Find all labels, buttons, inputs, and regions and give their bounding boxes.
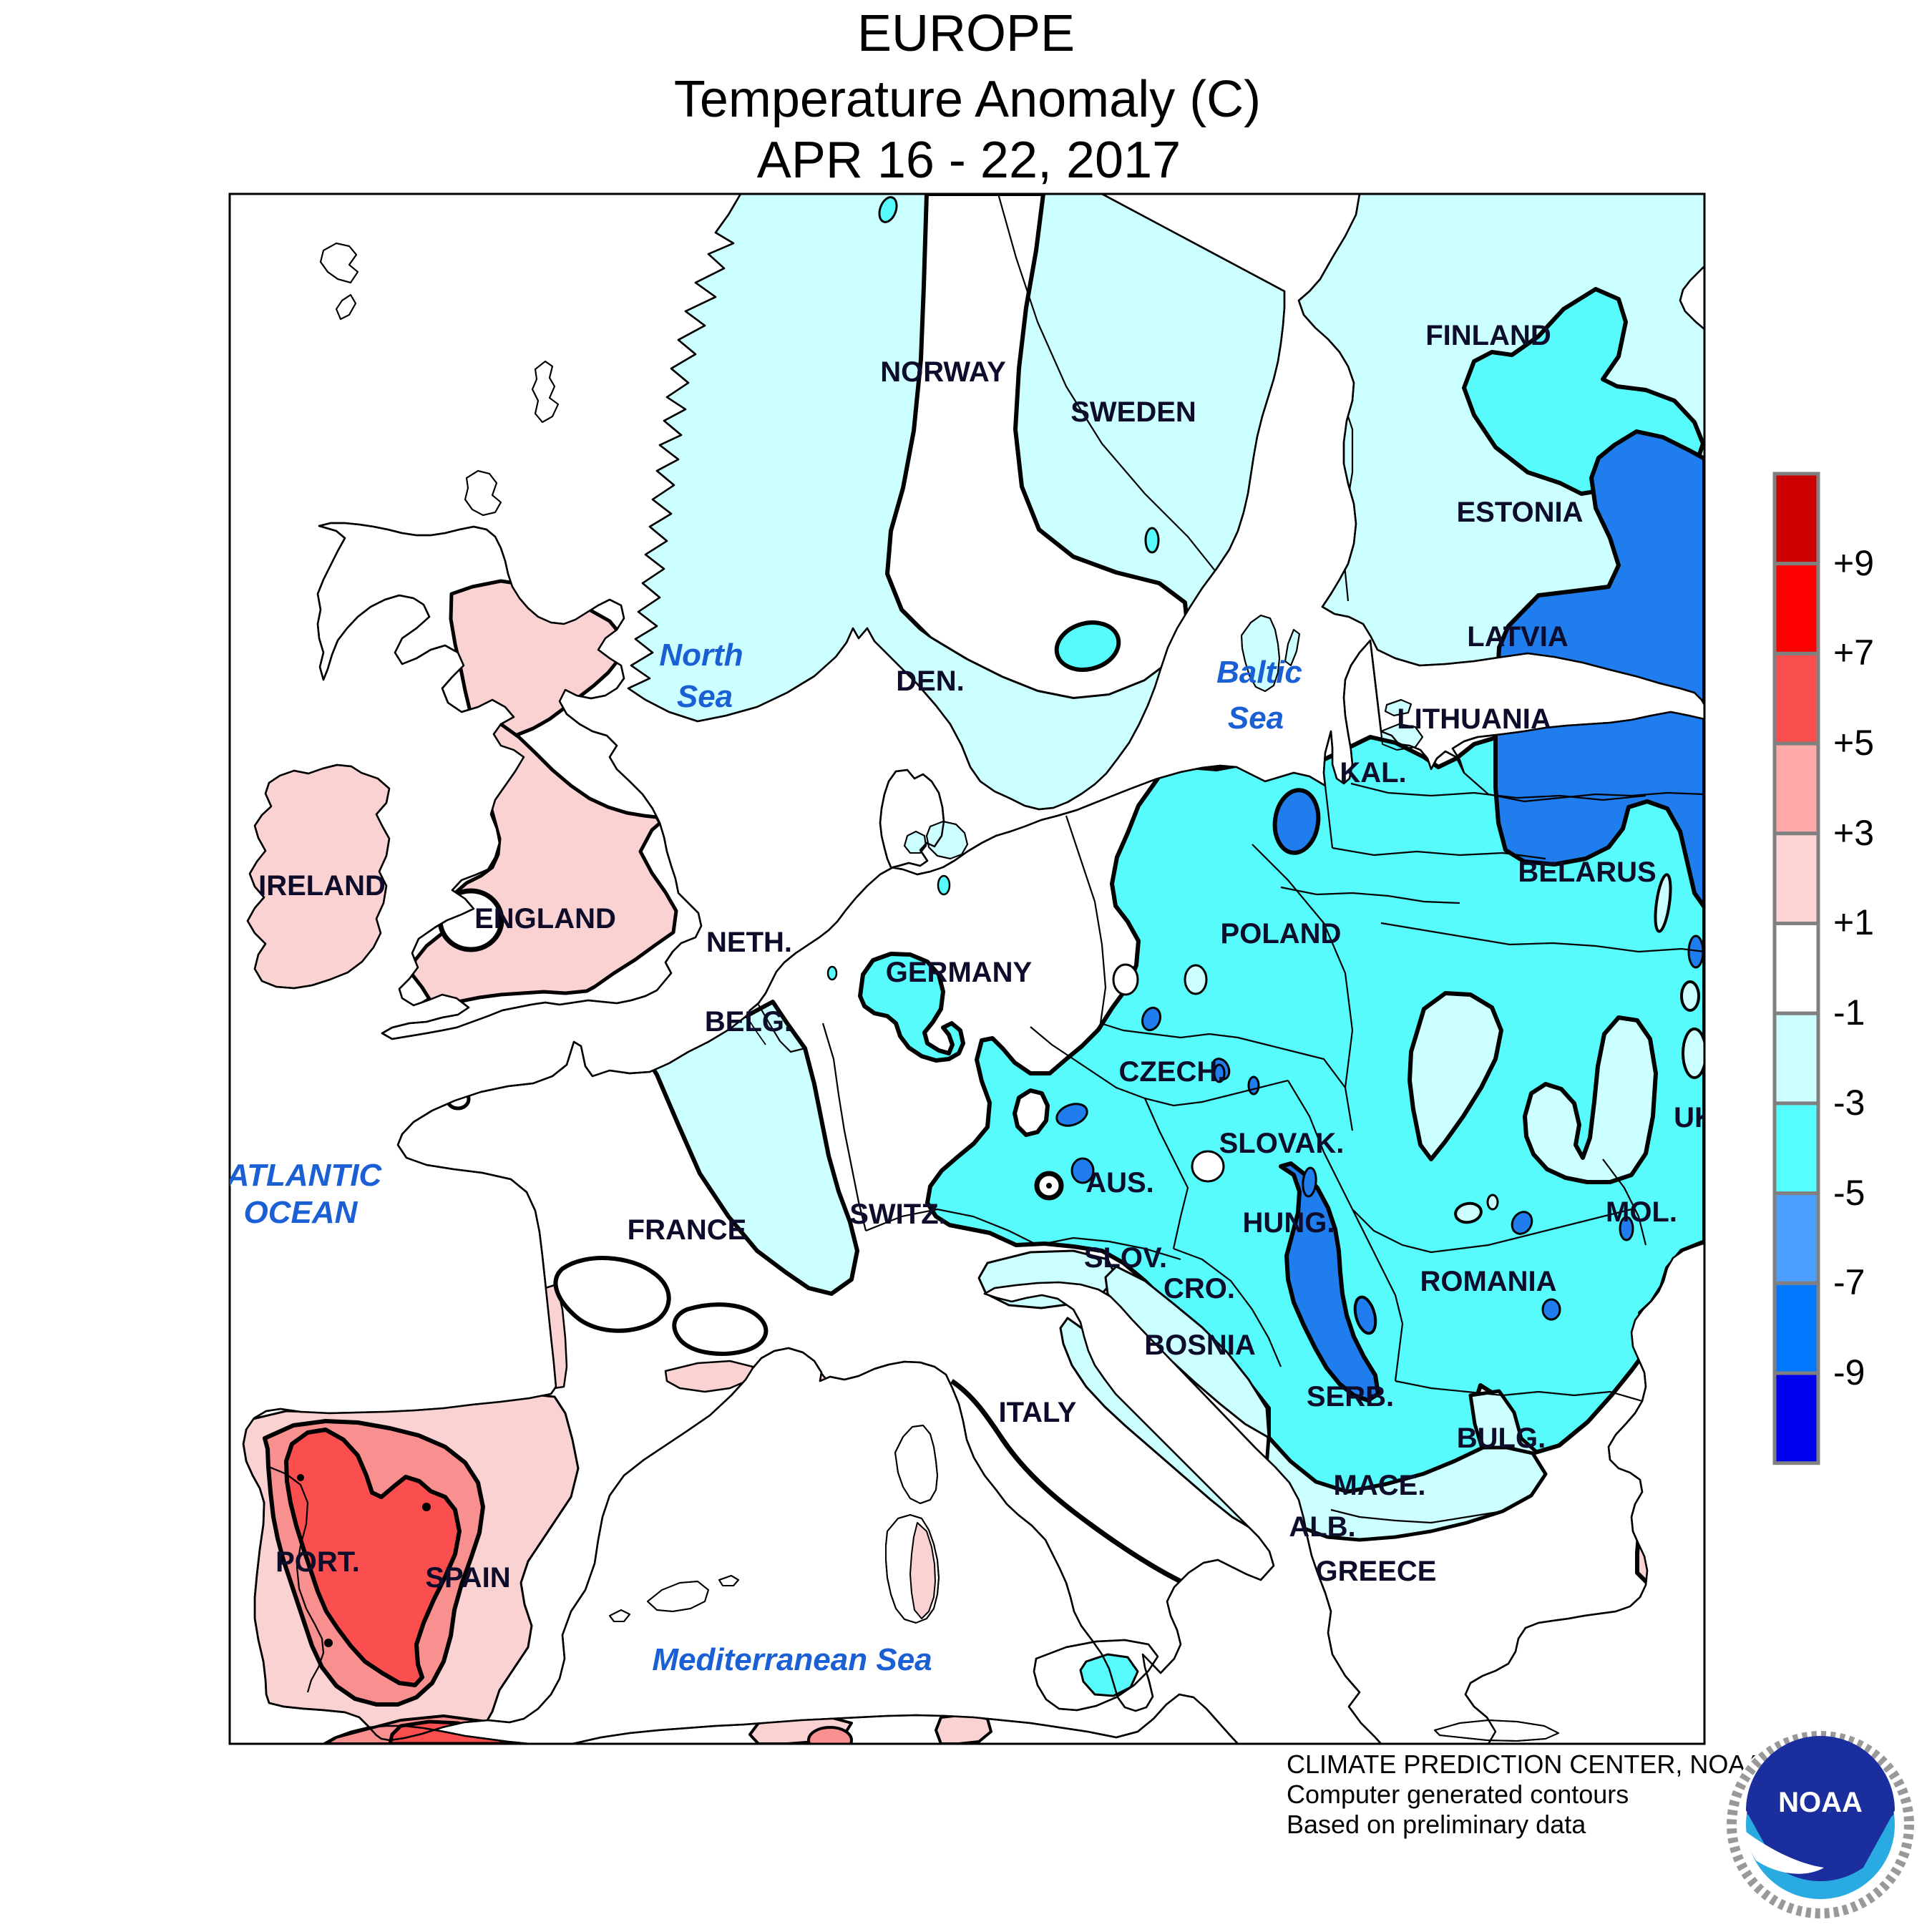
svg-text:SWITZ.: SWITZ. xyxy=(849,1199,947,1230)
svg-text:SWEDEN: SWEDEN xyxy=(1070,396,1196,428)
svg-text:HUNG.: HUNG. xyxy=(1243,1207,1335,1239)
svg-text:UK: UK xyxy=(1674,1102,1715,1133)
svg-text:LATVIA: LATVIA xyxy=(1467,621,1568,653)
svg-text:+5: +5 xyxy=(1833,723,1874,763)
svg-text:OCEAN: OCEAN xyxy=(244,1195,358,1230)
svg-text:NETH.: NETH. xyxy=(706,927,792,958)
svg-text:Sea: Sea xyxy=(1228,701,1284,736)
svg-text:BELG.: BELG. xyxy=(705,1006,792,1038)
svg-text:+7: +7 xyxy=(1833,633,1874,673)
svg-text:ALB.: ALB. xyxy=(1289,1511,1355,1543)
svg-text:KAL.: KAL. xyxy=(1340,757,1406,789)
svg-text:+3: +3 xyxy=(1833,813,1874,853)
svg-text:Mediterranean Sea: Mediterranean Sea xyxy=(652,1642,932,1677)
svg-text:LITHUANIA: LITHUANIA xyxy=(1397,703,1551,735)
svg-text:CZECH.: CZECH. xyxy=(1119,1056,1226,1088)
svg-text:SLOV.: SLOV. xyxy=(1084,1242,1167,1274)
svg-text:AUS.: AUS. xyxy=(1085,1167,1154,1199)
svg-text:ROMANIA: ROMANIA xyxy=(1420,1266,1556,1297)
svg-text:ESTONIA: ESTONIA xyxy=(1456,497,1583,528)
svg-text:CLIMATE PREDICTION CENTER, NOA: CLIMATE PREDICTION CENTER, NOAA xyxy=(1287,1750,1762,1779)
svg-text:-9: -9 xyxy=(1833,1352,1865,1392)
svg-text:North: North xyxy=(659,638,743,673)
svg-text:EUROPE: EUROPE xyxy=(857,5,1075,62)
svg-text:BOSNIA: BOSNIA xyxy=(1144,1330,1256,1361)
svg-text:Sea: Sea xyxy=(677,679,733,714)
svg-text:ITALY: ITALY xyxy=(999,1397,1077,1428)
svg-text:SERB.: SERB. xyxy=(1307,1381,1394,1413)
svg-text:APR 16 - 22, 2017: APR 16 - 22, 2017 xyxy=(757,132,1181,189)
svg-text:Temperature Anomaly (C): Temperature Anomaly (C) xyxy=(674,71,1261,128)
svg-text:-3: -3 xyxy=(1833,1083,1865,1123)
svg-text:Based on preliminary data: Based on preliminary data xyxy=(1287,1810,1586,1839)
svg-text:+9: +9 xyxy=(1833,543,1874,583)
svg-text:CRO.: CRO. xyxy=(1163,1273,1235,1304)
svg-text:NOAA: NOAA xyxy=(1778,1787,1863,1818)
svg-text:MOL.: MOL. xyxy=(1606,1196,1677,1228)
svg-text:IRELAND: IRELAND xyxy=(258,870,386,902)
svg-text:GREECE: GREECE xyxy=(1316,1556,1437,1587)
svg-text:POLAND: POLAND xyxy=(1221,918,1342,950)
svg-text:DEN.: DEN. xyxy=(896,665,965,697)
svg-text:NORWAY: NORWAY xyxy=(880,356,1006,388)
svg-text:PORT.: PORT. xyxy=(275,1546,360,1578)
svg-text:Computer generated contours: Computer generated contours xyxy=(1287,1780,1629,1809)
svg-text:-7: -7 xyxy=(1833,1262,1865,1302)
svg-text:FRANCE: FRANCE xyxy=(628,1214,747,1246)
svg-text:FINLAND: FINLAND xyxy=(1425,320,1551,351)
svg-text:+1: +1 xyxy=(1833,902,1874,942)
svg-text:-5: -5 xyxy=(1833,1173,1865,1213)
svg-text:Baltic: Baltic xyxy=(1216,655,1302,690)
svg-text:BELARUS: BELARUS xyxy=(1518,857,1656,888)
svg-text:ENGLAND: ENGLAND xyxy=(474,903,616,935)
svg-text:SPAIN: SPAIN xyxy=(425,1562,510,1594)
svg-text:GERMANY: GERMANY xyxy=(886,957,1033,988)
svg-text:ATLANTIC: ATLANTIC xyxy=(226,1158,383,1193)
svg-text:BULG.: BULG. xyxy=(1457,1423,1546,1454)
svg-text:SLOVAK.: SLOVAK. xyxy=(1219,1128,1345,1159)
svg-text:-1: -1 xyxy=(1833,992,1865,1033)
svg-text:MACE.: MACE. xyxy=(1334,1470,1426,1501)
